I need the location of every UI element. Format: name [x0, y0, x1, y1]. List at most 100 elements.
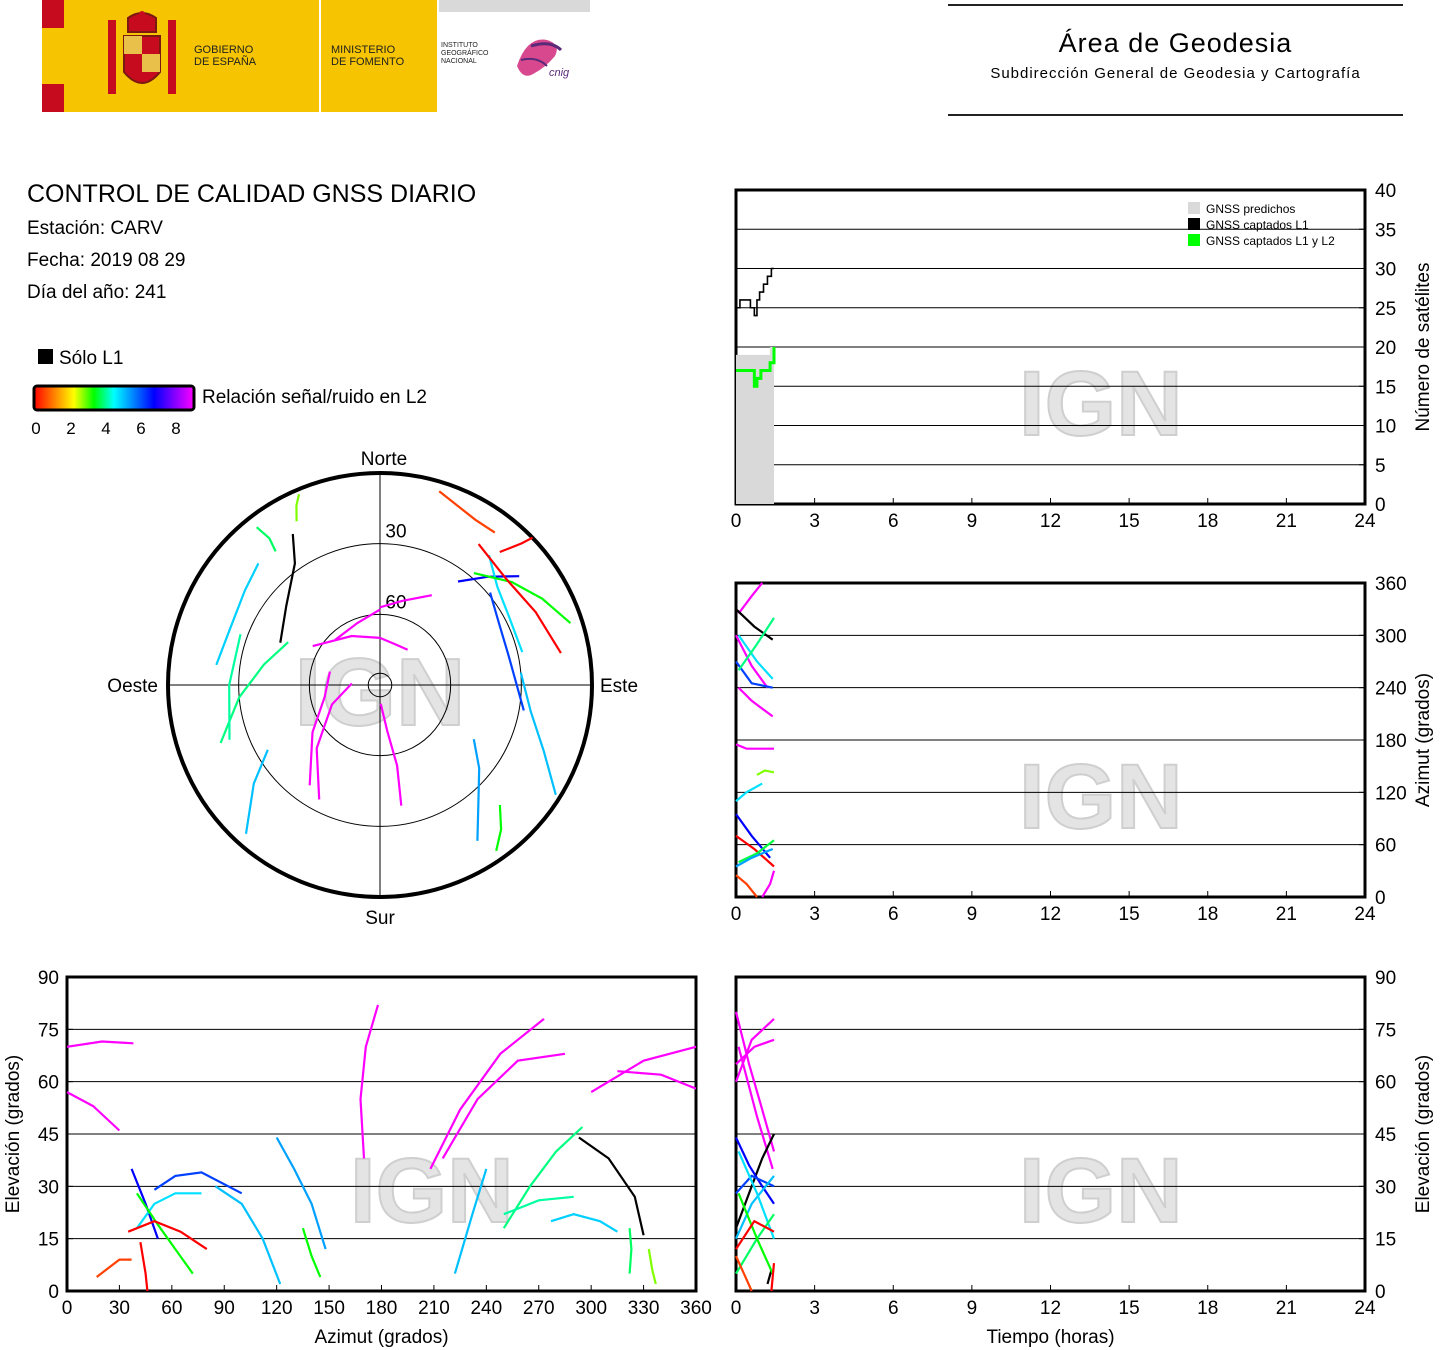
x-tick-label: 240	[470, 1298, 502, 1319]
y-axis-label: Elevación (grados)	[3, 1055, 24, 1213]
area-title: Área de Geodesia	[1058, 28, 1293, 58]
satellite-track	[735, 608, 774, 641]
legend-swatch	[1188, 218, 1200, 230]
y-tick-label: 15	[1375, 1230, 1396, 1251]
x-tick-label: 15	[1119, 904, 1140, 925]
satellite-track	[737, 617, 775, 671]
gov-name-line-2: DE ESPAÑA	[194, 56, 257, 68]
x-tick-label: 0	[731, 1298, 742, 1319]
satellite-track	[441, 1052, 566, 1159]
y-tick-label: 360	[1375, 574, 1407, 595]
x-tick-label: 120	[261, 1298, 293, 1319]
direction-east: Este	[600, 676, 638, 697]
plot-frame	[734, 188, 1367, 506]
snr-tick-label: 2	[66, 419, 75, 438]
satellite-track	[737, 582, 764, 615]
x-tick-label: 360	[680, 1298, 712, 1319]
satellite-track	[438, 490, 496, 534]
y-axis-label: Elevación (grados)	[1413, 1055, 1434, 1213]
satellite-track	[495, 804, 503, 852]
x-tick-label: 12	[1040, 511, 1061, 532]
satellite-track	[139, 1242, 149, 1292]
satellite-track	[219, 641, 289, 744]
snr-label: Relación señal/ruido en L2	[202, 387, 427, 408]
satellite-track	[379, 703, 403, 806]
satellite-track	[737, 1192, 774, 1275]
x-tick-label: 210	[418, 1298, 450, 1319]
satellite-track	[228, 633, 242, 740]
satellite-track	[334, 608, 381, 641]
satellite-track	[738, 839, 775, 864]
y-tick-label: 0	[48, 1282, 59, 1303]
l1l2-series-line	[736, 347, 776, 388]
satellite-track	[734, 1011, 776, 1152]
snr-tick-label: 4	[101, 419, 110, 438]
svg-text:★: ★	[49, 42, 57, 52]
y-tick-label: 120	[1375, 783, 1407, 804]
satellite-track	[379, 594, 433, 609]
direction-west: Oeste	[107, 676, 158, 697]
ign-watermark: IGN	[1019, 746, 1183, 848]
plot-frame	[65, 975, 698, 1293]
ministry-line-1: MINISTERIO	[331, 44, 396, 56]
satellite-track	[359, 1004, 380, 1159]
y-tick-label: 240	[1375, 679, 1407, 700]
satellite-track	[734, 1018, 775, 1083]
x-tick-label: 24	[1354, 511, 1376, 532]
x-tick-label: 90	[214, 1298, 235, 1319]
plot-frame	[734, 581, 1367, 899]
gov-name-line-1: GOBIERNO	[194, 44, 254, 56]
satellite-track	[578, 1136, 645, 1236]
satellite-track	[735, 1137, 775, 1205]
x-tick-label: 0	[62, 1298, 73, 1319]
doy-label: Día del año: 241	[27, 282, 167, 303]
elevation-azimuth-chart: IGN 0 15 30 45 60 75 90 0 30 60 90 120 150 180 210 240 27…	[3, 968, 712, 1348]
direction-south: Sur	[365, 908, 395, 929]
x-tick-label: 21	[1276, 1298, 1297, 1319]
plot-frame	[734, 975, 1367, 1293]
y-tick-label: 30	[1375, 1177, 1396, 1198]
satellite-track	[735, 813, 771, 859]
l1-only-swatch	[38, 349, 53, 364]
legend-swatch	[1188, 234, 1200, 246]
ign-watermark: IGN	[1019, 1140, 1183, 1242]
satellite-track	[617, 1070, 697, 1090]
x-tick-label: 300	[575, 1298, 607, 1319]
satellite-track	[487, 554, 524, 653]
y-tick-label: 5	[1375, 456, 1386, 477]
y-axis-label: Azimut (grados)	[1413, 673, 1434, 807]
satellite-track	[279, 533, 297, 643]
svg-text:★: ★	[49, 56, 57, 66]
y-tick-label: 0	[1375, 495, 1386, 516]
coat-of-arms-icon	[108, 11, 176, 94]
legend-label: GNSS captados L1	[1206, 218, 1309, 232]
x-tick-label: 0	[731, 511, 742, 532]
ign-watermark: IGN	[350, 1140, 514, 1242]
satellite-track	[255, 526, 277, 552]
legend-label: GNSS captados L1 y L2	[1206, 234, 1335, 248]
y-tick-label: 35	[1375, 220, 1396, 241]
satellite-track	[215, 562, 260, 666]
satellite-track	[275, 1136, 327, 1250]
satellite-track	[295, 493, 301, 522]
satellite-track	[756, 769, 775, 776]
institute-line-1: INSTITUTO	[441, 42, 478, 49]
ign-logo-panel: INSTITUTO GEOGRÁFICO NACIONAL cnig	[439, 0, 590, 112]
satellite-track	[761, 870, 776, 898]
satellite-track	[550, 1213, 618, 1233]
y-tick-label: 60	[38, 1073, 59, 1094]
ring-label-30: 30	[385, 522, 406, 543]
report-title: CONTROL DE CALIDAD GNSS DIARIO	[27, 180, 477, 208]
satellite-track	[503, 1195, 574, 1216]
svg-text:★: ★	[49, 70, 57, 80]
satellite-track	[737, 686, 774, 718]
satellite-track	[96, 1258, 132, 1278]
satellite-track	[734, 1255, 753, 1292]
satellite-track	[499, 536, 534, 554]
y-axis-label: Número de satélites	[1413, 263, 1434, 432]
satellite-track	[66, 1040, 134, 1048]
station-label: Estación: CARV	[27, 218, 163, 239]
y-tick-label: 40	[1375, 181, 1396, 202]
x-tick-label: 3	[809, 511, 820, 532]
